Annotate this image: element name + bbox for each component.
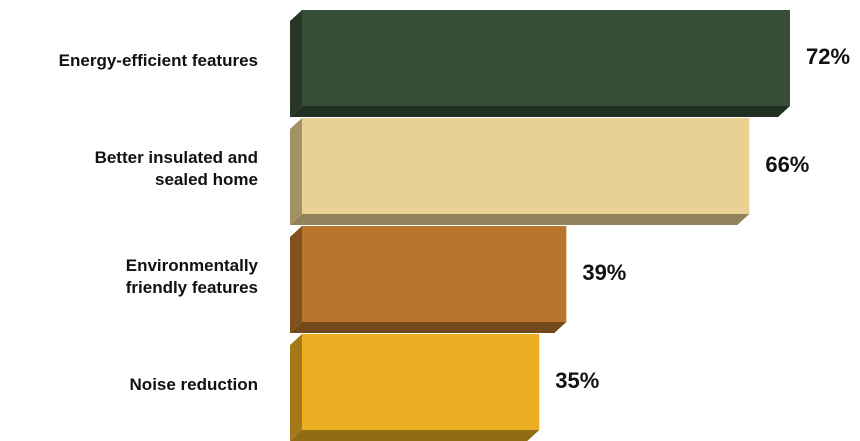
data-label: 72% <box>806 44 850 69</box>
bar <box>302 10 790 106</box>
bar-side-face <box>290 118 302 225</box>
bar <box>302 118 750 214</box>
category-label: Better insulated and sealed home <box>95 148 258 189</box>
bar-group <box>290 118 750 225</box>
bar-bottom-face <box>290 430 540 441</box>
bar-group <box>290 10 790 117</box>
bar-side-face <box>290 10 302 117</box>
bar-bottom-face <box>290 322 567 333</box>
category-label: Environmentally friendly features <box>126 256 259 297</box>
bar-bottom-face <box>290 106 790 117</box>
bar-side-face <box>290 334 302 441</box>
data-label: 66% <box>765 152 809 177</box>
bar-group <box>290 334 540 441</box>
bar <box>302 334 540 430</box>
bar-side-face <box>290 226 302 333</box>
bar-bottom-face <box>290 214 750 225</box>
bar-group <box>290 226 567 333</box>
data-label: 39% <box>582 260 626 285</box>
category-label: Noise reduction <box>130 375 258 394</box>
bar <box>302 226 567 322</box>
category-label: Energy-efficient features <box>59 51 258 70</box>
data-label: 35% <box>555 368 599 393</box>
